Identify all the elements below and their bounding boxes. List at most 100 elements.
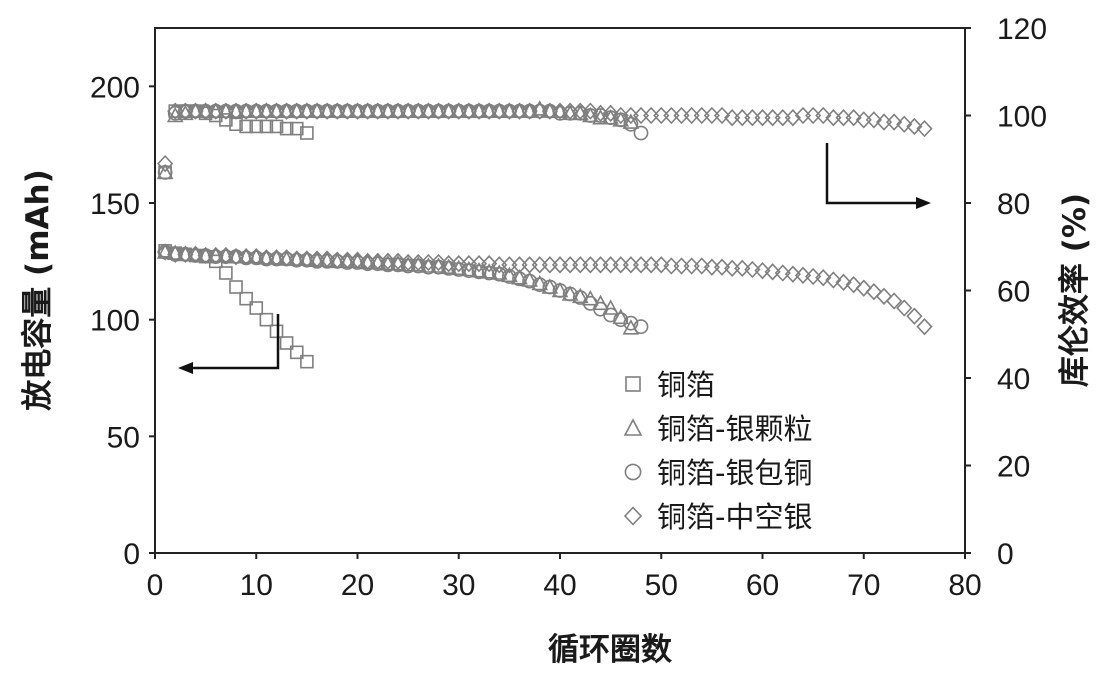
legend-marker xyxy=(624,463,642,481)
series-2 xyxy=(157,103,649,335)
x-tick-label: 30 xyxy=(442,569,475,602)
legend-label: 铜箔-中空银 xyxy=(657,500,812,534)
capacity-point xyxy=(562,256,579,274)
x-tick-label: 70 xyxy=(847,569,880,602)
x-tick-label: 0 xyxy=(147,569,164,602)
efficiency-point xyxy=(552,105,568,121)
x-tick-label: 80 xyxy=(948,569,981,602)
capacity-point xyxy=(582,256,599,274)
capacity-point xyxy=(461,263,477,279)
x-tick-label: 10 xyxy=(240,569,273,602)
capacity-point xyxy=(835,273,852,292)
capacity-point xyxy=(896,299,913,317)
series-3 xyxy=(157,102,933,336)
legend-marker xyxy=(623,418,643,436)
y-left-tick-label: 0 xyxy=(123,538,140,571)
capacity-point xyxy=(622,256,639,274)
efficiency-point xyxy=(835,109,852,127)
capacity-point xyxy=(279,336,294,350)
capacity-point xyxy=(612,256,629,274)
left-arrow-head xyxy=(178,362,193,374)
efficiency-point xyxy=(157,154,174,173)
capacity-point xyxy=(886,292,903,310)
efficiency-point xyxy=(219,113,233,127)
capacity-point xyxy=(531,256,548,274)
capacity-point xyxy=(613,312,629,328)
x-tick-label: 40 xyxy=(543,569,576,602)
y-left-tick-label: 150 xyxy=(90,188,140,221)
capacity-point xyxy=(916,317,933,336)
efficiency-point xyxy=(754,109,771,127)
capacity-point xyxy=(370,256,386,272)
capacity-point xyxy=(289,345,304,360)
efficiency-point xyxy=(703,106,720,125)
x-tick-label: 60 xyxy=(746,569,779,602)
capacity-point xyxy=(794,266,812,285)
x-tick-label: 50 xyxy=(645,569,678,602)
capacity-point xyxy=(683,257,700,275)
efficiency-point xyxy=(269,119,284,134)
capacity-point xyxy=(157,243,174,261)
efficiency-point xyxy=(734,109,751,127)
y-axis-right-title: 库伦效率 (%) xyxy=(1057,193,1093,387)
capacity-point xyxy=(300,354,314,369)
capacity-point xyxy=(774,264,791,282)
y-left-tick-label: 100 xyxy=(90,305,140,338)
capacity-point xyxy=(875,287,893,306)
capacity-point xyxy=(269,324,284,339)
capacity-point xyxy=(187,245,204,264)
capacity-point xyxy=(551,256,569,274)
y-left-tick-label: 200 xyxy=(90,71,140,104)
capacity-point xyxy=(239,291,253,306)
capacity-point xyxy=(481,265,497,281)
efficiency-point xyxy=(562,105,578,121)
capacity-point xyxy=(633,319,649,335)
capacity-point xyxy=(542,279,558,295)
capacity-point xyxy=(815,268,832,287)
capacity-point xyxy=(632,256,650,274)
capacity-point xyxy=(602,256,619,274)
efficiency-point xyxy=(906,117,923,136)
capacity-point xyxy=(552,283,568,298)
y-left-tick-label: 50 xyxy=(107,421,140,454)
capacity-point xyxy=(673,257,690,275)
capacity-point xyxy=(582,295,598,311)
capacity-point xyxy=(491,266,507,282)
legend-marker xyxy=(625,376,641,392)
capacity-point xyxy=(501,269,517,284)
efficiency-point xyxy=(815,106,832,125)
y-right-tick-label: 0 xyxy=(997,538,1014,571)
capacity-point xyxy=(541,256,558,274)
series-0 xyxy=(158,104,314,369)
efficiency-point xyxy=(916,119,933,138)
capacity-point xyxy=(389,252,407,271)
capacity-point xyxy=(855,279,872,297)
efficiency-point xyxy=(673,106,690,125)
efficiency-point xyxy=(239,119,253,134)
efficiency-point xyxy=(633,125,649,141)
capacity-point xyxy=(309,253,325,269)
y-right-tick-label: 60 xyxy=(997,276,1030,309)
efficiency-point xyxy=(663,106,680,125)
efficiency-point xyxy=(582,102,599,120)
efficiency-point xyxy=(896,115,913,133)
capacity-point xyxy=(229,280,243,294)
capacity-point xyxy=(693,257,710,275)
efficiency-point xyxy=(259,119,274,134)
right-arrow-head xyxy=(916,197,931,209)
legend-marker xyxy=(623,506,643,526)
marks-layer xyxy=(156,100,933,369)
capacity-point xyxy=(784,265,801,283)
capacity-point xyxy=(764,263,781,281)
efficiency-point xyxy=(653,106,670,125)
legend-label: 铜箔 xyxy=(657,368,715,402)
legend-label: 铜箔-银颗粒 xyxy=(657,412,812,446)
efficiency-point xyxy=(774,109,791,127)
capacity-point xyxy=(754,261,771,280)
efficiency-point xyxy=(157,164,173,180)
capacity-point xyxy=(623,315,639,331)
y-right-tick-label: 100 xyxy=(997,101,1047,134)
capacity-point xyxy=(906,307,923,325)
